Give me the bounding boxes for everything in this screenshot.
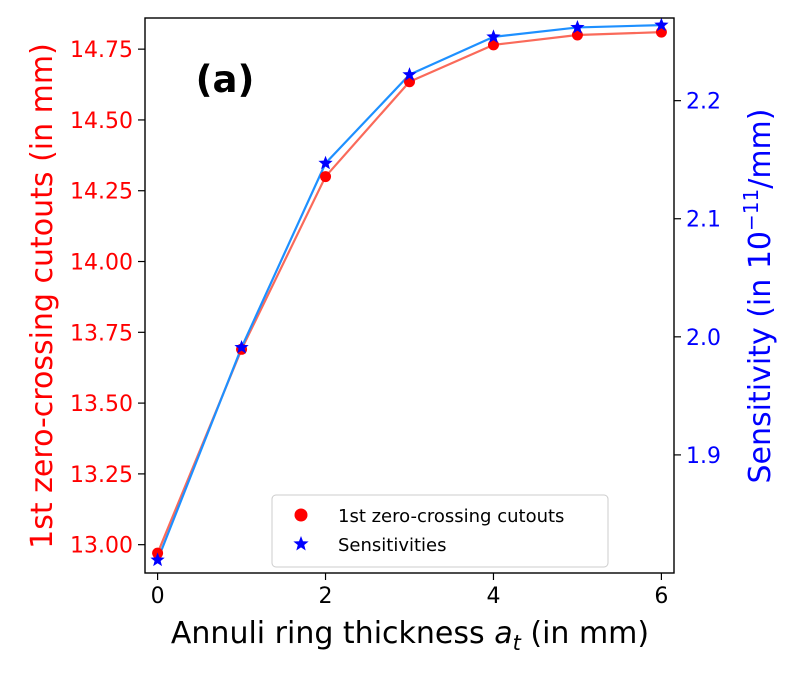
- x-tick-label: 2: [319, 584, 333, 609]
- x-axis-label-symbol: a: [494, 616, 512, 651]
- y-axis-right-label-exponent: −11: [739, 189, 763, 231]
- data-point-cutouts: [487, 39, 499, 51]
- x-axis-label-subscript: t: [513, 631, 522, 655]
- data-point-sensitivities: [150, 552, 165, 567]
- y-left-tick-label: 14.50: [70, 109, 133, 134]
- y-left-tick-label: 13.50: [70, 392, 133, 417]
- y-left-tick-label: 13.75: [70, 321, 133, 346]
- series-line-cutouts: [156, 31, 662, 554]
- y-axis-right-label-suffix: /mm): [743, 109, 778, 189]
- legend: 1st zero-crossing cutouts Sensitivities: [271, 494, 609, 568]
- y-right-tick-label: 1.9: [686, 444, 721, 469]
- data-point-cutouts: [655, 26, 667, 38]
- data-point-cutouts: [571, 29, 583, 41]
- x-axis-label-text: Annuli ring thickness: [171, 616, 485, 651]
- plot-frame: [144, 17, 675, 574]
- x-tick-label: 0: [151, 584, 165, 609]
- y-left-tick-label: 13.00: [70, 534, 133, 559]
- legend-label-sensitivities: Sensitivities: [338, 535, 447, 556]
- data-point-sensitivities: [486, 29, 501, 43]
- y-left-tick-label: 14.00: [70, 251, 133, 276]
- legend-label-cutouts: 1st zero-crossing cutouts: [338, 506, 564, 527]
- x-axis-label: Annuli ring thickness at (in mm): [171, 616, 649, 655]
- y-right-tick-label: 2.2: [686, 90, 721, 115]
- data-point-sensitivities: [402, 67, 417, 81]
- data-point-sensitivities: [570, 19, 585, 34]
- y-axis-right-label: Sensitivity (in 10−11/mm): [739, 109, 778, 484]
- y-right-tick-label: 2.1: [686, 208, 721, 233]
- x-axis-label-unit: (in mm): [530, 616, 649, 651]
- y-left-tick-label: 14.75: [70, 38, 133, 63]
- data-point-cutouts: [320, 171, 332, 183]
- legend-box: [271, 494, 609, 568]
- data-point-sensitivities: [654, 17, 669, 32]
- y-left-tick-label: 13.25: [70, 463, 133, 488]
- legend-marker-sensitivities: [293, 536, 309, 551]
- series-line-sensitivities: [156, 23, 662, 561]
- x-tick-label: 4: [486, 584, 500, 609]
- x-tick-label: 6: [654, 584, 668, 609]
- y-axis-right-label-prefix: Sensitivity (in 10: [743, 231, 778, 483]
- y-axis-left-label: 1st zero-crossing cutouts (in mm): [25, 43, 60, 549]
- y-right-tick-label: 2.0: [686, 326, 721, 351]
- legend-marker-cutouts: [294, 508, 308, 522]
- data-point-sensitivities: [234, 339, 249, 354]
- data-point-sensitivities: [318, 155, 333, 170]
- y-left-tick-label: 14.25: [70, 180, 133, 205]
- panel-label: (a): [196, 58, 255, 101]
